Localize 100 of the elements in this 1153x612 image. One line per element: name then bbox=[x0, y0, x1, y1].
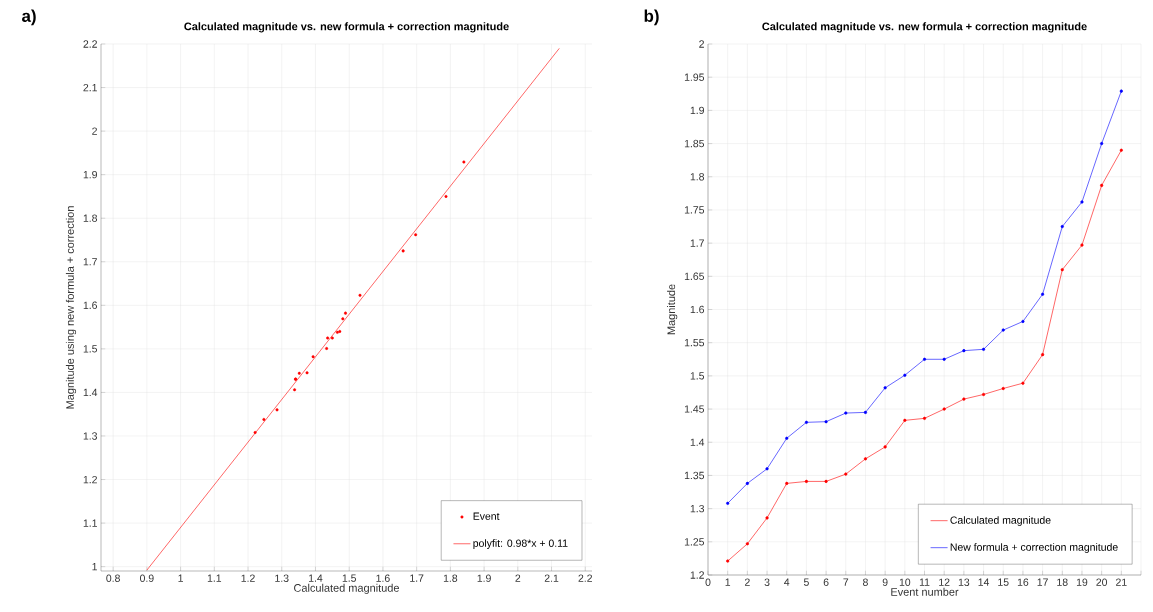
point bbox=[444, 194, 448, 198]
point bbox=[785, 436, 789, 440]
x-tick-label: 2.1 bbox=[544, 574, 559, 582]
y-axis-title: Magnitude bbox=[667, 284, 678, 335]
x-tick-label: 19 bbox=[1076, 578, 1088, 586]
point bbox=[863, 457, 868, 461]
y-tick-label: 2 bbox=[92, 127, 97, 135]
point bbox=[804, 420, 809, 424]
x-tick-label: 1.5 bbox=[342, 574, 357, 582]
y-tick-label: 2.2 bbox=[83, 40, 97, 48]
x-tick-label: 1.3 bbox=[275, 574, 289, 582]
y-tick-label: 1.3 bbox=[690, 504, 705, 513]
text: a) bbox=[22, 9, 36, 26]
y-tick-label: 2 bbox=[699, 40, 704, 48]
x-tick-label: 8 bbox=[863, 578, 868, 586]
point bbox=[903, 373, 907, 377]
y-tick-label: 1.7 bbox=[83, 258, 97, 266]
point bbox=[844, 411, 848, 415]
point bbox=[1060, 268, 1064, 272]
x-tick-label: 1.8 bbox=[443, 574, 458, 582]
x-tick-label: 14 bbox=[978, 578, 990, 586]
point bbox=[942, 407, 946, 411]
x-tick-label: 0.8 bbox=[106, 574, 120, 582]
y-tick-label: 1.25 bbox=[684, 538, 705, 546]
text: b) bbox=[644, 9, 659, 26]
x-tick-label: 10 bbox=[899, 578, 911, 586]
y-tick-label: 1.4 bbox=[690, 438, 705, 446]
point bbox=[745, 542, 749, 546]
point bbox=[330, 336, 334, 340]
x-tick-label: 12 bbox=[939, 578, 950, 586]
y-tick-label: 1.5 bbox=[83, 345, 98, 353]
point bbox=[922, 357, 927, 361]
point bbox=[922, 416, 927, 420]
x-tick-label: 2 bbox=[515, 574, 521, 582]
point bbox=[824, 479, 828, 484]
y-tick-label: 1.1 bbox=[83, 519, 97, 527]
y-tick-label: 1.8 bbox=[83, 214, 98, 222]
y-tick-label: 1.7 bbox=[690, 239, 704, 247]
point bbox=[1041, 292, 1045, 296]
y-tick-label: 1.3 bbox=[83, 432, 98, 440]
point bbox=[745, 481, 749, 485]
point bbox=[326, 336, 330, 340]
point bbox=[726, 559, 730, 563]
y-tick-label: 1.55 bbox=[684, 339, 705, 347]
point bbox=[358, 293, 362, 297]
point bbox=[1119, 148, 1123, 152]
point bbox=[942, 357, 946, 361]
x-axis-title: Calculated magnitude bbox=[294, 583, 399, 594]
point bbox=[293, 388, 297, 392]
point bbox=[275, 408, 279, 412]
point bbox=[962, 397, 966, 401]
point bbox=[325, 346, 329, 350]
x-tick-label: 0.9 bbox=[140, 574, 154, 582]
x-tick-label: 2 bbox=[744, 578, 750, 586]
point bbox=[1021, 319, 1025, 324]
point bbox=[414, 233, 418, 237]
point bbox=[1001, 328, 1005, 332]
x-tick-label: 1.2 bbox=[241, 574, 255, 582]
y-tick-label: 1.35 bbox=[684, 471, 705, 480]
x-tick-label: 2.2 bbox=[578, 574, 592, 582]
legend-label: polyfit: 0.98*x + 0.11 bbox=[473, 539, 568, 549]
y-tick-label: 1.9 bbox=[83, 170, 97, 179]
legend-label: New formula + correction magnitude bbox=[950, 543, 1118, 553]
point bbox=[844, 472, 848, 476]
x-tick-label: 5 bbox=[803, 578, 809, 586]
point bbox=[1041, 353, 1045, 357]
point bbox=[765, 467, 769, 471]
x-tick-label: 17 bbox=[1037, 578, 1048, 586]
point bbox=[1021, 381, 1025, 385]
point bbox=[804, 479, 809, 484]
point bbox=[1100, 183, 1104, 187]
y-tick-label: 1.5 bbox=[690, 372, 705, 380]
point bbox=[1119, 89, 1123, 93]
x-axis-title: Event number bbox=[891, 587, 959, 596]
y-tick-label: 1.2 bbox=[83, 475, 97, 484]
x-tick-label: 1 bbox=[725, 578, 731, 586]
x-tick-label: 7 bbox=[843, 578, 849, 586]
point bbox=[1060, 224, 1064, 229]
point bbox=[311, 355, 315, 359]
point bbox=[341, 317, 345, 321]
x-tick-label: 13 bbox=[958, 578, 970, 586]
point bbox=[338, 329, 342, 333]
y-tick-label: 1.6 bbox=[690, 305, 705, 314]
y-tick-label: 1.95 bbox=[684, 73, 705, 81]
point bbox=[883, 386, 887, 390]
point bbox=[297, 371, 301, 375]
point bbox=[253, 431, 257, 434]
chart-title: Calculated magnitude vs. new formula + correction magnitude bbox=[184, 22, 509, 33]
y-tick-label: 1.9 bbox=[690, 106, 704, 115]
x-tick-label: 1 bbox=[178, 574, 183, 582]
point bbox=[981, 392, 986, 397]
point bbox=[344, 311, 347, 315]
chart-title: Calculated magnitude vs. new formula + correction magnitude bbox=[762, 22, 1087, 33]
point bbox=[335, 330, 339, 334]
x-tick-label: 1.7 bbox=[410, 574, 424, 582]
point bbox=[1080, 243, 1084, 247]
x-tick-label: 9 bbox=[882, 578, 888, 586]
point bbox=[401, 249, 405, 253]
point bbox=[305, 371, 309, 375]
point bbox=[981, 347, 986, 351]
